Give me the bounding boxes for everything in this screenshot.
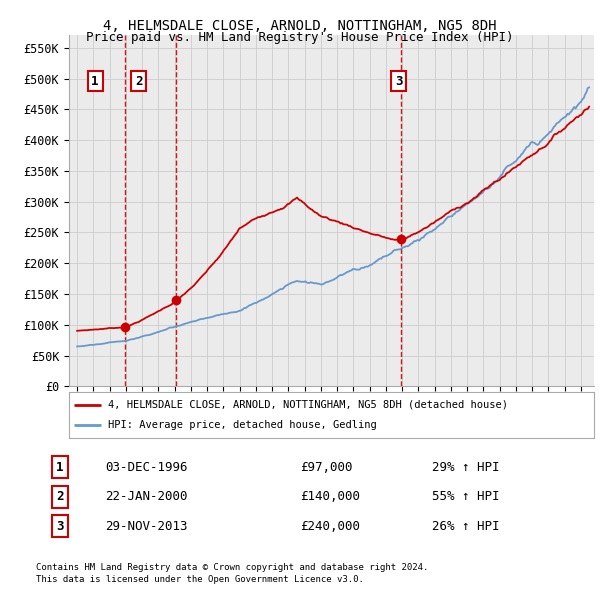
Text: 22-JAN-2000: 22-JAN-2000: [105, 490, 187, 503]
Text: 55% ↑ HPI: 55% ↑ HPI: [432, 490, 499, 503]
Text: £140,000: £140,000: [300, 490, 360, 503]
Text: £97,000: £97,000: [300, 461, 353, 474]
Text: 29% ↑ HPI: 29% ↑ HPI: [432, 461, 499, 474]
Text: Contains HM Land Registry data © Crown copyright and database right 2024.: Contains HM Land Registry data © Crown c…: [36, 563, 428, 572]
Text: 4, HELMSDALE CLOSE, ARNOLD, NOTTINGHAM, NG5 8DH: 4, HELMSDALE CLOSE, ARNOLD, NOTTINGHAM, …: [103, 19, 497, 33]
Text: 03-DEC-1996: 03-DEC-1996: [105, 461, 187, 474]
Text: 1: 1: [56, 461, 64, 474]
Text: HPI: Average price, detached house, Gedling: HPI: Average price, detached house, Gedl…: [109, 420, 377, 430]
Text: 2: 2: [135, 74, 143, 87]
Text: 4, HELMSDALE CLOSE, ARNOLD, NOTTINGHAM, NG5 8DH (detached house): 4, HELMSDALE CLOSE, ARNOLD, NOTTINGHAM, …: [109, 399, 508, 409]
Text: 3: 3: [395, 74, 403, 87]
Text: Price paid vs. HM Land Registry's House Price Index (HPI): Price paid vs. HM Land Registry's House …: [86, 31, 514, 44]
Text: 26% ↑ HPI: 26% ↑ HPI: [432, 520, 499, 533]
Text: £240,000: £240,000: [300, 520, 360, 533]
Text: 3: 3: [56, 520, 64, 533]
Text: This data is licensed under the Open Government Licence v3.0.: This data is licensed under the Open Gov…: [36, 575, 364, 584]
Text: 1: 1: [91, 74, 99, 87]
Text: 29-NOV-2013: 29-NOV-2013: [105, 520, 187, 533]
Text: 2: 2: [56, 490, 64, 503]
